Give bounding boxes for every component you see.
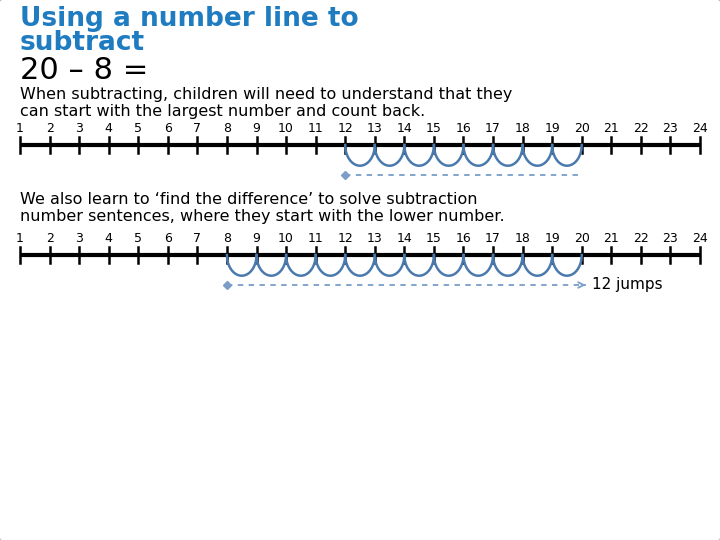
Text: 2: 2: [45, 122, 53, 135]
Text: 21: 21: [603, 122, 619, 135]
Text: 12 jumps: 12 jumps: [592, 278, 662, 293]
Text: 18: 18: [515, 232, 531, 245]
Text: 15: 15: [426, 232, 442, 245]
Text: 19: 19: [544, 122, 560, 135]
Text: 16: 16: [456, 122, 472, 135]
Text: subtract: subtract: [20, 30, 145, 56]
Text: 17: 17: [485, 122, 501, 135]
Text: 8: 8: [223, 122, 231, 135]
Text: 12: 12: [338, 232, 353, 245]
Text: 7: 7: [194, 232, 202, 245]
Text: 10: 10: [278, 122, 294, 135]
Text: 14: 14: [397, 232, 413, 245]
Text: 15: 15: [426, 122, 442, 135]
Text: 20: 20: [574, 232, 590, 245]
Text: 24: 24: [692, 232, 708, 245]
Text: 9: 9: [253, 122, 261, 135]
Text: 6: 6: [164, 122, 172, 135]
Text: 4: 4: [104, 122, 112, 135]
Text: 3: 3: [75, 122, 83, 135]
Text: 2: 2: [45, 232, 53, 245]
Text: 5: 5: [134, 232, 143, 245]
Text: 22: 22: [633, 232, 649, 245]
Text: 21: 21: [603, 232, 619, 245]
Text: 18: 18: [515, 122, 531, 135]
Text: 4: 4: [104, 232, 112, 245]
Text: can start with the largest number and count back.: can start with the largest number and co…: [20, 104, 426, 119]
Text: 8: 8: [223, 232, 231, 245]
Text: 13: 13: [367, 232, 382, 245]
Text: 11: 11: [307, 122, 323, 135]
Text: number sentences, where they start with the lower number.: number sentences, where they start with …: [20, 209, 505, 224]
Text: 23: 23: [662, 232, 678, 245]
Text: 13: 13: [367, 122, 382, 135]
Text: 24: 24: [692, 122, 708, 135]
Text: We also learn to ‘find the difference’ to solve subtraction: We also learn to ‘find the difference’ t…: [20, 192, 477, 207]
Text: When subtracting, children will need to understand that they: When subtracting, children will need to …: [20, 87, 513, 102]
Text: 20: 20: [574, 122, 590, 135]
Text: 23: 23: [662, 122, 678, 135]
Text: 6: 6: [164, 232, 172, 245]
Text: 1: 1: [16, 232, 24, 245]
Text: 20 – 8 =: 20 – 8 =: [20, 56, 148, 85]
Text: 9: 9: [253, 232, 261, 245]
Text: 3: 3: [75, 232, 83, 245]
Text: 16: 16: [456, 232, 472, 245]
Text: 7: 7: [194, 122, 202, 135]
Text: 17: 17: [485, 232, 501, 245]
Text: 5: 5: [134, 122, 143, 135]
Text: 14: 14: [397, 122, 413, 135]
Text: 11: 11: [307, 232, 323, 245]
Text: 1: 1: [16, 122, 24, 135]
Text: 12: 12: [338, 122, 353, 135]
Text: 22: 22: [633, 122, 649, 135]
Text: Using a number line to: Using a number line to: [20, 6, 359, 32]
Text: 19: 19: [544, 232, 560, 245]
Text: 10: 10: [278, 232, 294, 245]
